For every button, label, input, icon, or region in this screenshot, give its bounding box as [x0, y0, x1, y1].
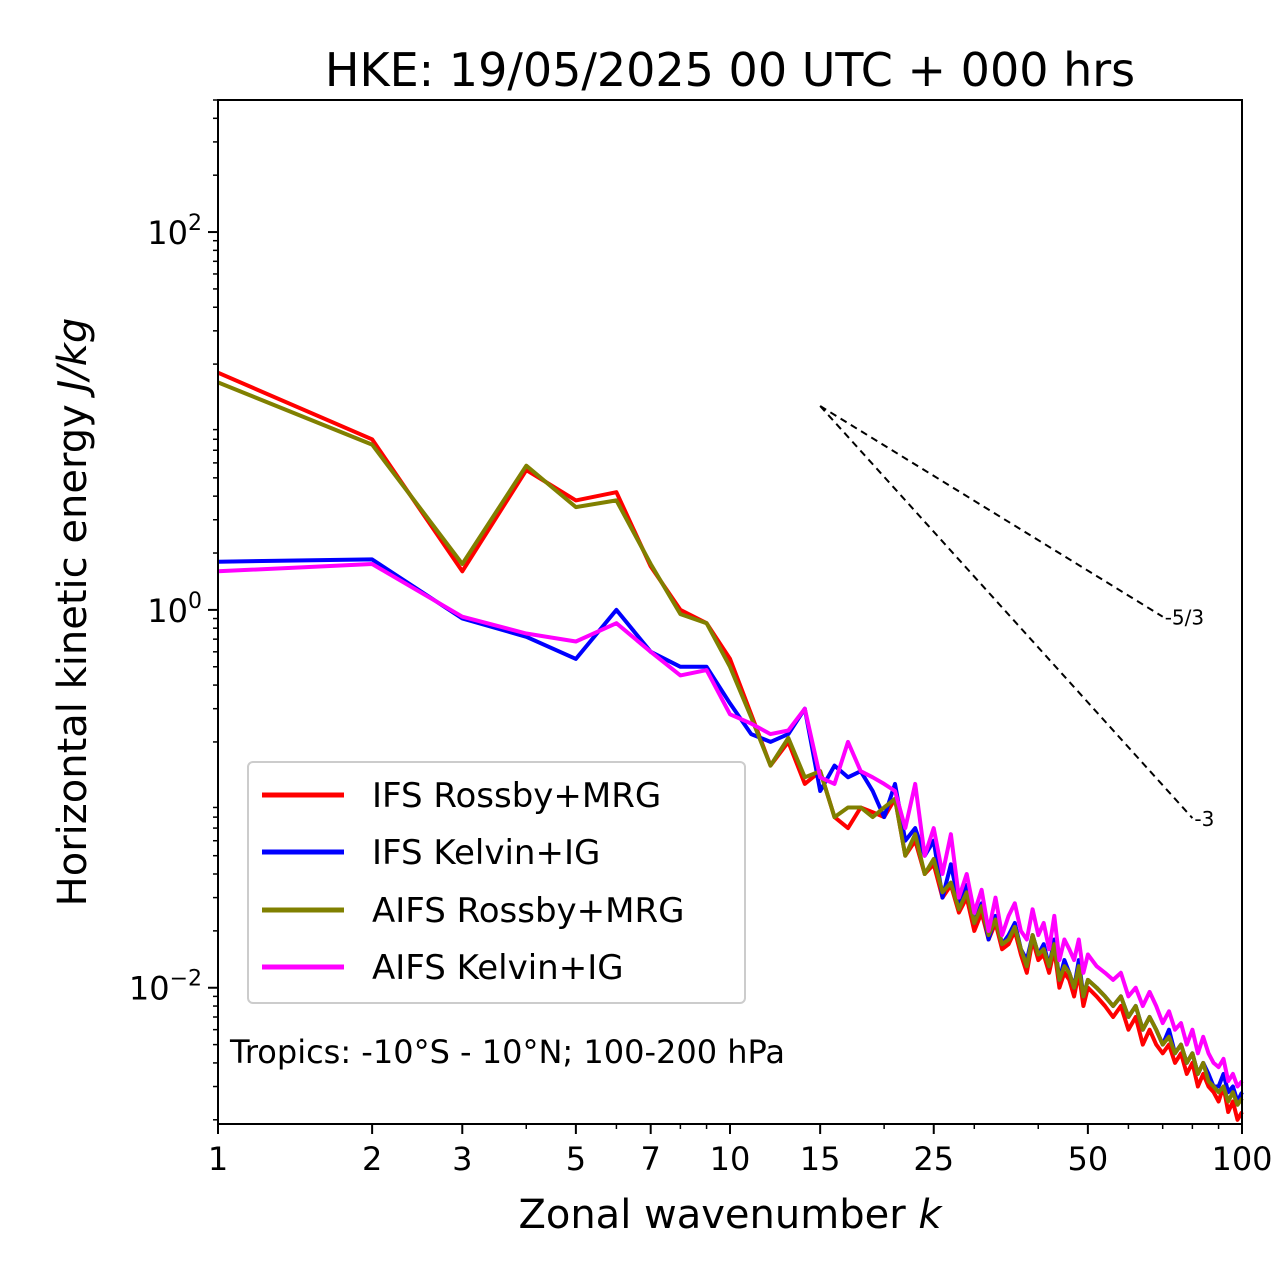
x-tick-label: 1 [208, 1140, 228, 1178]
legend: IFS Rossby+MRG IFS Kelvin+IG AIFS Rossby… [247, 761, 746, 1004]
x-tick-label: 5 [566, 1140, 586, 1178]
legend-label-aifs-kelvin: AIFS Kelvin+IG [372, 948, 624, 988]
series-layer [217, 370, 1244, 1122]
reference-line-label-1: -3 [1194, 807, 1214, 831]
x-tick-label: 50 [1068, 1140, 1109, 1178]
reference-slope-lines: -5/3 -3 [819, 405, 1214, 831]
plot-area-frame [217, 99, 1243, 1125]
x-tick-label: 7 [641, 1140, 661, 1178]
legend-label-ifs-rossby: IFS Rossby+MRG [372, 776, 661, 816]
legend-label-aifs-rossby: AIFS Rossby+MRG [372, 891, 684, 931]
x-tick-label: 15 [800, 1140, 841, 1178]
series-line-aifs-rossby-mrg [217, 380, 1244, 1107]
x-tick-label: 100 [1211, 1140, 1272, 1178]
region-annotation: Tropics: -10°S - 10°N; 100-200 hPa [229, 1033, 785, 1071]
axis-ticks: 1 2 3 5 7 10 15 25 50 100 10−2 100 102 [129, 99, 1273, 1178]
x-tick-label: 10 [710, 1140, 751, 1178]
y-tick-label: 100 [147, 589, 202, 630]
x-axis-label: Zonal wavenumber k [518, 1192, 943, 1238]
x-tick-label: 3 [452, 1140, 472, 1178]
x-tick-label: 25 [913, 1140, 954, 1178]
y-tick-label: 10−2 [129, 967, 202, 1008]
legend-label-ifs-kelvin: IFS Kelvin+IG [372, 833, 600, 873]
y-axis-label: Horizontal kinetic energy J/kg [50, 318, 96, 907]
legend-box [247, 761, 746, 1004]
chart-title: HKE: 19/05/2025 00 UTC + 000 hrs [325, 43, 1135, 97]
reference-line-label-0: -5/3 [1165, 606, 1204, 630]
x-tick-label: 2 [362, 1140, 382, 1178]
reference-line-1 [819, 405, 1194, 819]
series-line-aifs-kelvin-ig [217, 562, 1244, 1089]
y-tick-label: 102 [147, 211, 202, 252]
